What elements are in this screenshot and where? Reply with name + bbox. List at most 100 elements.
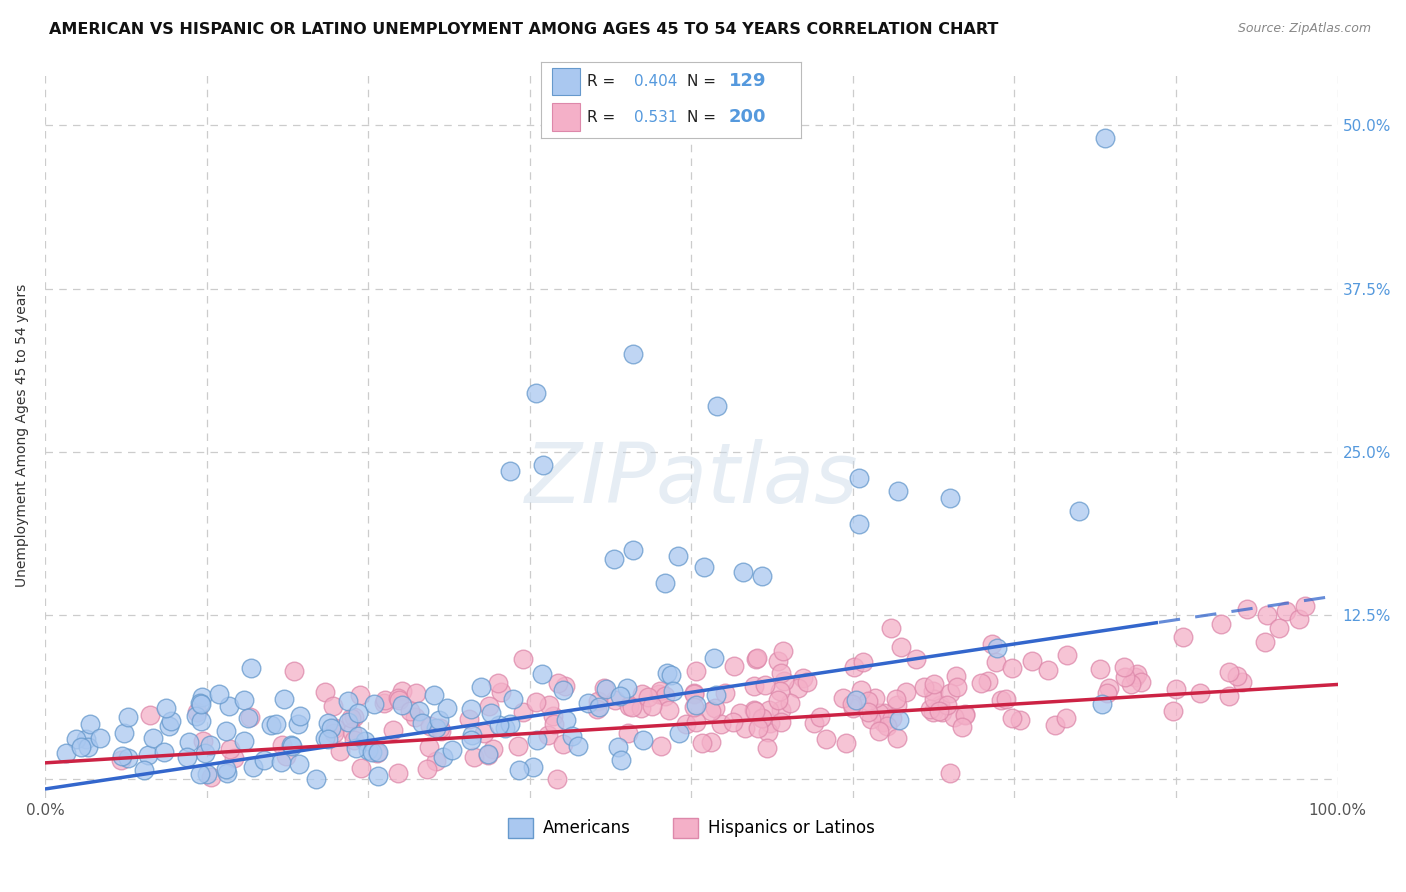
Point	[1094, 131, 1116, 145]
Point	[498, 717, 520, 731]
Point	[1036, 663, 1059, 677]
Point	[844, 660, 866, 674]
Point	[834, 736, 856, 750]
Point	[576, 696, 599, 710]
Point	[658, 703, 681, 717]
Point	[659, 667, 682, 681]
Point	[703, 651, 725, 665]
Point	[1001, 661, 1024, 675]
Point	[218, 742, 240, 756]
Point	[706, 399, 728, 413]
Point	[117, 710, 139, 724]
Point	[621, 542, 644, 557]
Point	[524, 386, 547, 401]
Point	[160, 714, 183, 729]
Point	[432, 749, 454, 764]
Point	[603, 693, 626, 707]
Point	[75, 732, 97, 747]
Point	[682, 687, 704, 701]
Point	[188, 696, 211, 710]
Text: 129: 129	[728, 72, 766, 90]
Point	[693, 560, 716, 574]
Point	[139, 708, 162, 723]
Point	[436, 700, 458, 714]
Point	[700, 735, 723, 749]
Point	[215, 723, 238, 738]
Point	[215, 763, 238, 777]
Point	[742, 679, 765, 693]
Point	[976, 674, 998, 689]
Point	[595, 682, 617, 697]
Point	[675, 716, 697, 731]
Point	[1008, 713, 1031, 727]
Point	[1256, 608, 1278, 623]
Point	[551, 737, 574, 751]
Point	[650, 684, 672, 698]
Point	[1129, 674, 1152, 689]
Point	[666, 549, 689, 564]
Point	[541, 709, 564, 723]
Point	[460, 702, 482, 716]
Point	[418, 739, 440, 754]
Text: 200: 200	[728, 108, 766, 126]
Point	[489, 684, 512, 698]
Point	[873, 706, 896, 720]
Point	[55, 746, 77, 760]
Point	[391, 683, 413, 698]
Point	[922, 705, 945, 719]
Point	[273, 691, 295, 706]
Point	[361, 745, 384, 759]
Point	[685, 664, 707, 678]
Point	[440, 743, 463, 757]
Point	[969, 676, 991, 690]
Point	[186, 706, 208, 720]
Point	[188, 767, 211, 781]
Point	[766, 692, 789, 706]
Point	[554, 679, 576, 693]
Point	[682, 686, 704, 700]
Point	[287, 717, 309, 731]
Point	[616, 725, 638, 739]
Point	[1161, 705, 1184, 719]
Point	[367, 745, 389, 759]
Point	[538, 698, 561, 712]
Point	[357, 743, 380, 757]
Point	[1088, 662, 1111, 676]
Point	[758, 703, 780, 717]
Point	[336, 693, 359, 707]
Point	[112, 726, 135, 740]
Point	[1054, 711, 1077, 725]
Text: N =: N =	[688, 74, 716, 89]
Point	[65, 732, 87, 747]
Point	[939, 686, 962, 700]
Point	[200, 770, 222, 784]
Point	[264, 716, 287, 731]
Text: R =: R =	[586, 74, 614, 89]
Point	[894, 685, 917, 699]
Point	[155, 701, 177, 715]
Point	[792, 671, 814, 685]
Point	[232, 693, 254, 707]
Point	[832, 690, 855, 705]
Point	[215, 765, 238, 780]
Point	[588, 699, 610, 714]
Point	[346, 740, 368, 755]
Point	[531, 458, 554, 472]
Point	[922, 692, 945, 706]
Point	[886, 731, 908, 745]
Point	[585, 701, 607, 715]
Point	[655, 665, 678, 680]
Point	[363, 697, 385, 711]
Point	[852, 655, 875, 669]
Point	[924, 676, 946, 690]
Point	[984, 656, 1007, 670]
Point	[1230, 675, 1253, 690]
Text: 0.531: 0.531	[634, 110, 678, 125]
Point	[943, 710, 966, 724]
Point	[522, 760, 544, 774]
Point	[1126, 666, 1149, 681]
Point	[742, 703, 765, 717]
Point	[305, 772, 328, 786]
Point	[769, 666, 792, 681]
Point	[322, 699, 344, 714]
